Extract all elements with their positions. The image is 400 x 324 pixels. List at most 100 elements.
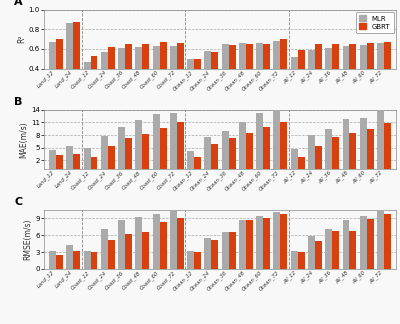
Bar — [84, 148, 90, 169]
Bar — [136, 120, 142, 169]
Bar — [246, 133, 253, 169]
Bar — [136, 47, 142, 108]
Bar — [101, 52, 108, 108]
Bar — [315, 241, 322, 269]
Bar — [274, 212, 280, 269]
Bar — [291, 57, 298, 108]
Bar — [367, 219, 374, 269]
Bar — [211, 145, 218, 169]
Bar — [246, 44, 253, 108]
Bar — [239, 220, 246, 269]
Bar — [84, 251, 90, 269]
Bar — [308, 135, 315, 169]
Bar — [90, 56, 98, 108]
Bar — [153, 46, 160, 108]
Bar — [308, 237, 315, 269]
Bar — [73, 22, 80, 108]
Bar — [170, 211, 177, 269]
Bar — [108, 240, 115, 269]
Bar — [125, 44, 132, 108]
Bar — [239, 122, 246, 169]
Bar — [377, 110, 384, 169]
Bar — [90, 251, 98, 269]
Bar — [142, 134, 149, 169]
Bar — [204, 238, 211, 269]
Bar — [315, 146, 322, 169]
Bar — [56, 255, 63, 269]
Bar — [73, 154, 80, 169]
Bar — [153, 214, 160, 269]
Bar — [350, 133, 356, 169]
Bar — [256, 43, 263, 108]
Bar — [101, 228, 108, 269]
Text: B: B — [14, 97, 22, 107]
Bar — [342, 46, 350, 108]
Y-axis label: RMSE(m/s): RMSE(m/s) — [24, 219, 32, 260]
Bar — [222, 232, 229, 269]
Bar — [187, 59, 194, 108]
Bar — [298, 157, 304, 169]
Bar — [170, 46, 177, 108]
Bar — [280, 122, 287, 169]
Bar — [342, 220, 350, 269]
Bar — [49, 42, 56, 108]
Bar — [360, 118, 367, 169]
Bar — [108, 47, 115, 108]
Bar — [229, 45, 236, 108]
Bar — [118, 220, 125, 269]
Bar — [187, 151, 194, 169]
Bar — [256, 215, 263, 269]
Bar — [177, 122, 184, 169]
Bar — [56, 39, 63, 108]
Bar — [367, 129, 374, 169]
Bar — [49, 150, 56, 169]
Bar — [187, 251, 194, 269]
Bar — [280, 214, 287, 269]
Bar — [280, 39, 287, 108]
Bar — [142, 232, 149, 269]
Bar — [118, 48, 125, 108]
Bar — [229, 232, 236, 269]
Bar — [350, 231, 356, 269]
Bar — [298, 50, 304, 108]
Bar — [367, 43, 374, 108]
Bar — [49, 251, 56, 269]
Bar — [194, 59, 201, 108]
Bar — [66, 23, 73, 108]
Text: C: C — [14, 197, 22, 207]
Bar — [194, 157, 201, 169]
Bar — [211, 52, 218, 108]
Bar — [384, 214, 391, 269]
Bar — [177, 43, 184, 108]
Bar — [84, 62, 90, 108]
Bar — [136, 217, 142, 269]
Bar — [315, 44, 322, 108]
Y-axis label: R²: R² — [17, 35, 26, 43]
Bar — [177, 218, 184, 269]
Bar — [342, 119, 350, 169]
Bar — [204, 137, 211, 169]
Bar — [274, 110, 280, 169]
Bar — [332, 44, 339, 108]
Bar — [153, 114, 160, 169]
Bar — [125, 234, 132, 269]
Legend: MLR, GBRT: MLR, GBRT — [356, 12, 394, 33]
Bar — [377, 210, 384, 269]
Bar — [56, 155, 63, 169]
Bar — [160, 42, 166, 108]
Bar — [360, 45, 367, 108]
Bar — [377, 43, 384, 108]
Bar — [246, 220, 253, 269]
Bar — [384, 123, 391, 169]
Bar — [291, 149, 298, 169]
Bar — [160, 222, 166, 269]
Bar — [350, 44, 356, 108]
Bar — [308, 50, 315, 108]
Bar — [160, 128, 166, 169]
Bar — [170, 113, 177, 169]
Bar — [384, 42, 391, 108]
Bar — [194, 252, 201, 269]
Bar — [66, 245, 73, 269]
Bar — [360, 215, 367, 269]
Bar — [332, 137, 339, 169]
